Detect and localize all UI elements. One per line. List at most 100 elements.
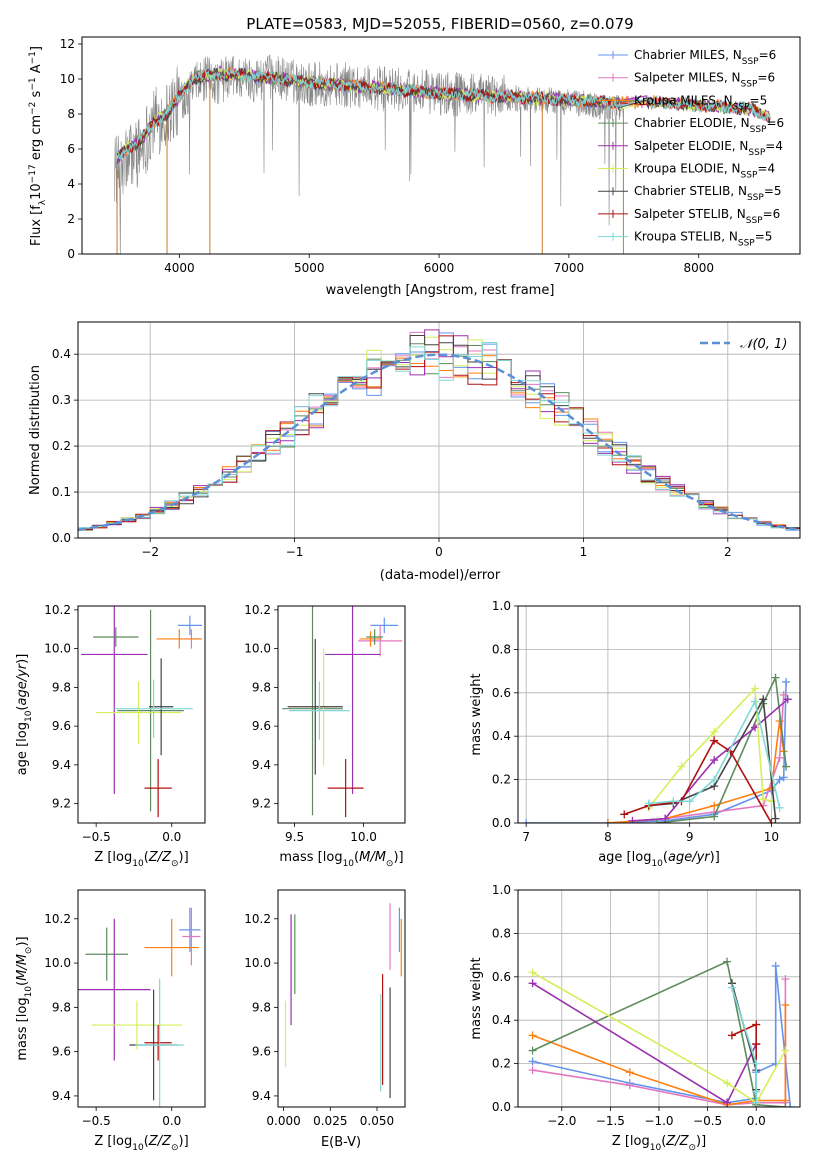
plot-area (522, 673, 792, 823)
x-tick-label: −0.5 (82, 1114, 111, 1128)
x-tick-label: 0.025 (313, 1114, 347, 1128)
y-tick-label: 6 (67, 142, 75, 156)
y-axis-label: mass weight (469, 957, 484, 1039)
y-tick-label: 0.3 (52, 393, 71, 407)
weight-marker-chabrier-elodie (771, 673, 780, 682)
gaussian-legend-label: 𝒩(0, 1) (740, 337, 787, 352)
weight-marker-kroupa-stelib (751, 697, 760, 706)
y-tick-label: 8 (67, 107, 75, 121)
legend-label: Salpeter ELODIE, NSSP=4 (634, 139, 783, 158)
x-axis-label: Z [log10(Z/Z⊙)] (94, 1134, 188, 1153)
mass-vs-z-panel: −0.5 0.0 9.4 9.6 9.8 10.0 10.2 Z [log10(Z/Z⊙)] m… (15, 889, 206, 1153)
y-tick-label: 0.8 (492, 642, 511, 656)
axes-frame (277, 889, 406, 1108)
y-tick-label: 0.6 (492, 686, 511, 700)
weight-marker-salpeter-stelib (710, 736, 719, 745)
y-tick-label: 9.4 (252, 1089, 271, 1103)
x-tick-label: 9 (686, 830, 694, 844)
x-axis-label: mass [log10(M/M⊙)] (279, 850, 403, 869)
model-kroupa-stelib-line (116, 67, 771, 161)
weight-marker-salpeter-elodie (723, 1098, 732, 1107)
weight-marker-salpeter-elodie (661, 814, 670, 823)
weight-marker-kroupa-miles (528, 1031, 537, 1040)
x-tick-label: 0 (435, 545, 443, 559)
weight-marker-kroupa-elodie (677, 762, 686, 771)
weight-marker-chabrier-elodie (710, 812, 719, 821)
y-tick-label: 9.6 (252, 1045, 271, 1059)
weight-marker-kroupa-elodie (723, 1079, 732, 1088)
y-tick-label: 1.0 (492, 883, 511, 897)
weight-line-salpeter-stelib (624, 739, 773, 823)
weight-marker-salpeter-miles (775, 753, 784, 762)
y-tick-label: 9.4 (252, 758, 271, 772)
x-tick-label: 7000 (554, 261, 585, 275)
weight-marker-chabrier-miles (775, 775, 784, 784)
spectrum-ylabel: Flux [fλ10−17 erg cm−2 s−1 A−1] (28, 46, 48, 246)
weight-line-chabrier-elodie (532, 960, 786, 1107)
y-tick-label: 0.2 (492, 773, 511, 787)
weight-marker-chabrier-miles (528, 1057, 537, 1066)
y-tick-label: 0.0 (492, 1100, 511, 1114)
age-vs-mass-panel: 9.5 10.0 9.2 9.4 9.6 9.8 10.0 10.2 mass [log10(M… (244, 603, 406, 869)
y-tick-label: 9.6 (252, 719, 271, 733)
y-axis-label: mass [log10(M/M⊙)] (15, 936, 34, 1060)
residuals-ylabel: Normed distribution (28, 365, 43, 495)
x-tick-label: 0.0 (162, 830, 181, 844)
y-tick-label: 2 (67, 212, 75, 226)
y-tick-label: 9.4 (52, 1089, 71, 1103)
weight-marker-chabrier-miles (771, 961, 780, 970)
weight-marker-chabrier-elodie (528, 1046, 537, 1055)
y-tick-label: 0 (67, 247, 75, 261)
weight-marker-salpeter-miles (781, 974, 790, 983)
weight-marker-kroupa-elodie (751, 684, 760, 693)
weight-marker-salpeter-stelib (752, 1020, 761, 1029)
x-axis-label: Z [log10(Z/Z⊙)] (94, 850, 188, 869)
y-tick-label: 9.6 (52, 719, 71, 733)
x-tick-label: 5000 (294, 261, 325, 275)
legend-label: Kroupa MILES, NSSP=5 (634, 93, 767, 112)
age-vs-z-panel: −0.5 0.0 9.2 9.4 9.6 9.8 10.0 10.2 Z [log10(Z/Z⊙… (15, 603, 206, 869)
weight-marker-salpeter-stelib (752, 1040, 761, 1049)
weight-marker-kroupa-miles (603, 819, 612, 823)
y-tick-label: 0.0 (492, 816, 511, 830)
weight-marker-kroupa-elodie (781, 1046, 790, 1055)
y-tick-label: 10.2 (244, 912, 271, 926)
y-tick-label: 0.2 (492, 1057, 511, 1071)
plot-area (78, 907, 201, 1107)
weight-marker-salpeter-stelib (727, 1031, 736, 1040)
x-tick-label: 1 (580, 545, 588, 559)
weight-marker-salpeter-stelib (767, 819, 776, 823)
spectrum-legend: Chabrier MILES, NSSP=6 Salpeter MILES, NS… (598, 48, 784, 249)
y-tick-label: 10.2 (44, 603, 71, 617)
legend-label: Kroupa ELODIE, NSSP=4 (634, 162, 775, 181)
weight-marker-chabrier-elodie (723, 957, 732, 966)
plot-area (81, 606, 202, 818)
weight-marker-salpeter-miles (779, 690, 788, 699)
weight-marker-chabrier-miles (522, 819, 531, 823)
y-tick-label: 0.4 (52, 347, 71, 361)
weight-marker-kroupa-elodie (710, 727, 719, 736)
weight-marker-chabrier-stelib (759, 695, 768, 704)
plot-area (284, 903, 402, 1099)
weight-marker-kroupa-stelib (710, 775, 719, 784)
y-tick-label: 9.8 (52, 1000, 71, 1014)
weight-marker-kroupa-stelib (644, 799, 653, 808)
weight-marker-chabrier-stelib (771, 814, 780, 823)
y-tick-label: 0.0 (52, 531, 71, 545)
legend-label: Salpeter STELIB, NSSP=6 (634, 207, 780, 226)
axes-frame (517, 605, 801, 824)
plot-area (114, 54, 771, 254)
legend-label: Chabrier ELODIE, NSSP=6 (634, 116, 784, 135)
x-axis-label: Z [log10(Z/Z⊙)] (612, 1134, 706, 1153)
weight-marker-kroupa-miles (710, 801, 719, 810)
y-tick-label: 12 (60, 37, 75, 51)
y-tick-label: 1.0 (492, 599, 511, 613)
axes-frame (81, 36, 801, 255)
axes-frame (77, 889, 206, 1108)
legend-label: Chabrier STELIB, NSSP=5 (634, 184, 782, 203)
x-tick-label: 2 (724, 545, 732, 559)
x-tick-label: −0.5 (693, 1114, 722, 1128)
weight-marker-salpeter-elodie (628, 816, 637, 823)
weight-marker-kroupa-elodie (528, 968, 537, 977)
x-tick-label: −1.0 (644, 1114, 673, 1128)
